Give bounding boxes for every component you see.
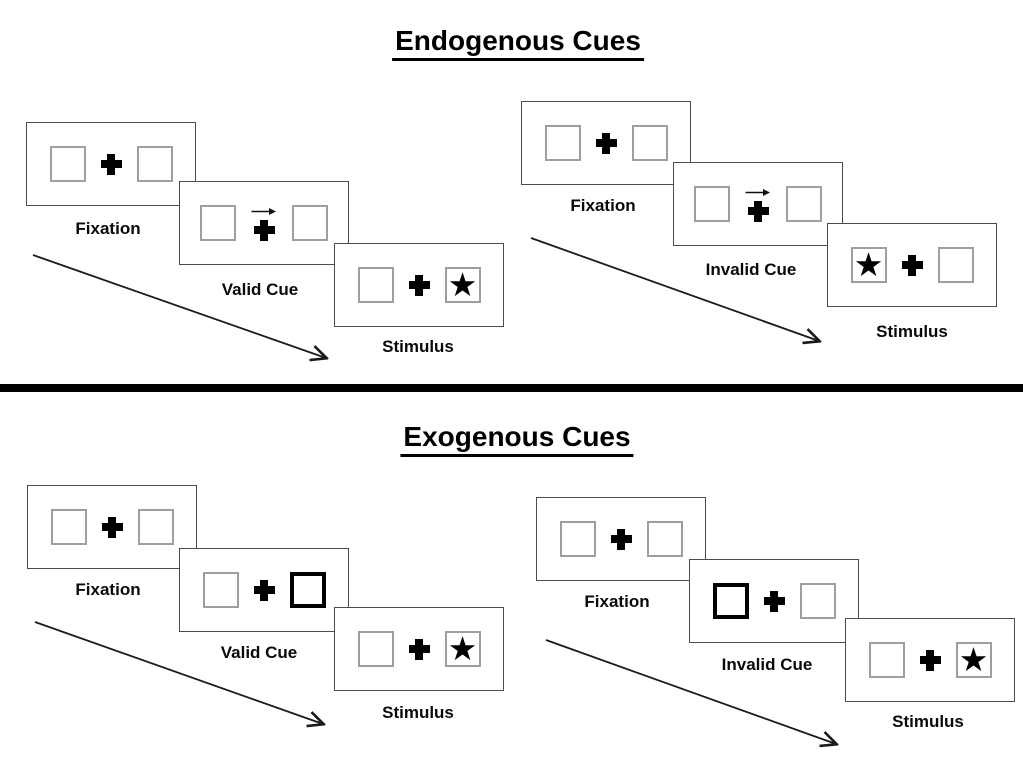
frame-label: Valid Cue: [221, 280, 299, 299]
frame-label: Fixation: [75, 580, 141, 599]
frame-label: Invalid Cue: [721, 655, 813, 674]
right-box: [937, 247, 974, 283]
right-box: ★: [444, 628, 481, 668]
fixation-cross-icon: [610, 528, 632, 550]
frame-label: Stimulus: [382, 337, 454, 356]
left-box: [50, 509, 87, 545]
frame-label: Invalid Cue: [705, 260, 797, 279]
frame-label: Stimulus: [382, 703, 454, 722]
star-icon: ★: [447, 628, 478, 668]
fixation-cross-icon: [100, 153, 122, 175]
panel-cue: [673, 162, 843, 246]
exogenous-section-title: Exogenous Cues: [400, 421, 634, 457]
fixation-cross-icon: [253, 579, 275, 601]
left-box: [49, 146, 86, 182]
left-box: [357, 267, 394, 303]
right-box: [786, 186, 822, 222]
left-box: [200, 205, 236, 241]
left-box: ★: [850, 244, 887, 284]
frame-label: Fixation: [584, 592, 650, 611]
left-box: [694, 186, 730, 222]
fixation-cross-icon: [408, 274, 430, 296]
right-box-cue-highlight: [289, 572, 326, 608]
right-box: [631, 125, 668, 161]
right-box: ★: [444, 264, 481, 304]
left-box: [544, 125, 581, 161]
timeline-arrow: [530, 237, 819, 341]
left-box: [559, 521, 596, 557]
endogenous-section-title: Endogenous Cues: [392, 25, 644, 61]
panel-cue: [689, 559, 859, 643]
left-box-cue-highlight: [712, 583, 749, 619]
panel-fixation: [536, 497, 706, 581]
star-icon: ★: [447, 264, 478, 304]
panel-stimulus: ★: [845, 618, 1015, 702]
frame-label: Fixation: [75, 219, 141, 238]
star-icon: ★: [958, 639, 989, 679]
left-box: [202, 572, 239, 608]
panel-stimulus: ★: [827, 223, 997, 307]
star-icon: ★: [853, 244, 884, 284]
frame-label: Valid Cue: [220, 643, 298, 662]
timeline-arrow: [34, 621, 323, 724]
panel-fixation: [26, 122, 196, 206]
section-divider: [0, 384, 1023, 392]
timeline-arrow: [545, 639, 836, 744]
panel-stimulus: ★: [334, 243, 504, 327]
left-box: [357, 631, 394, 667]
panel-stimulus: ★: [334, 607, 504, 691]
right-arrow-icon: [745, 188, 770, 196]
right-box: [646, 521, 683, 557]
frame-label: Stimulus: [876, 322, 948, 341]
panel-cue: [179, 548, 349, 632]
panel-fixation: [27, 485, 197, 569]
left-box: [868, 642, 905, 678]
fixation-cross-icon: [595, 132, 617, 154]
frame-label: Fixation: [570, 196, 636, 215]
fixation-cross-icon: [919, 649, 941, 671]
right-box: [136, 146, 173, 182]
right-arrow-icon: [251, 207, 276, 215]
right-box: [292, 205, 328, 241]
fixation-cross-icon: [408, 638, 430, 660]
right-box: ★: [955, 639, 992, 679]
panel-cue: [179, 181, 349, 265]
right-box: [137, 509, 174, 545]
fixation-cross-icon: [901, 254, 923, 276]
right-box: [799, 583, 836, 619]
fixation-cross-icon: [253, 219, 275, 241]
timeline-arrow: [32, 254, 326, 358]
fixation-cross-icon: [747, 200, 769, 222]
frame-label: Stimulus: [892, 712, 964, 731]
fixation-cross-icon: [101, 516, 123, 538]
panel-fixation: [521, 101, 691, 185]
fixation-cross-icon: [763, 590, 785, 612]
